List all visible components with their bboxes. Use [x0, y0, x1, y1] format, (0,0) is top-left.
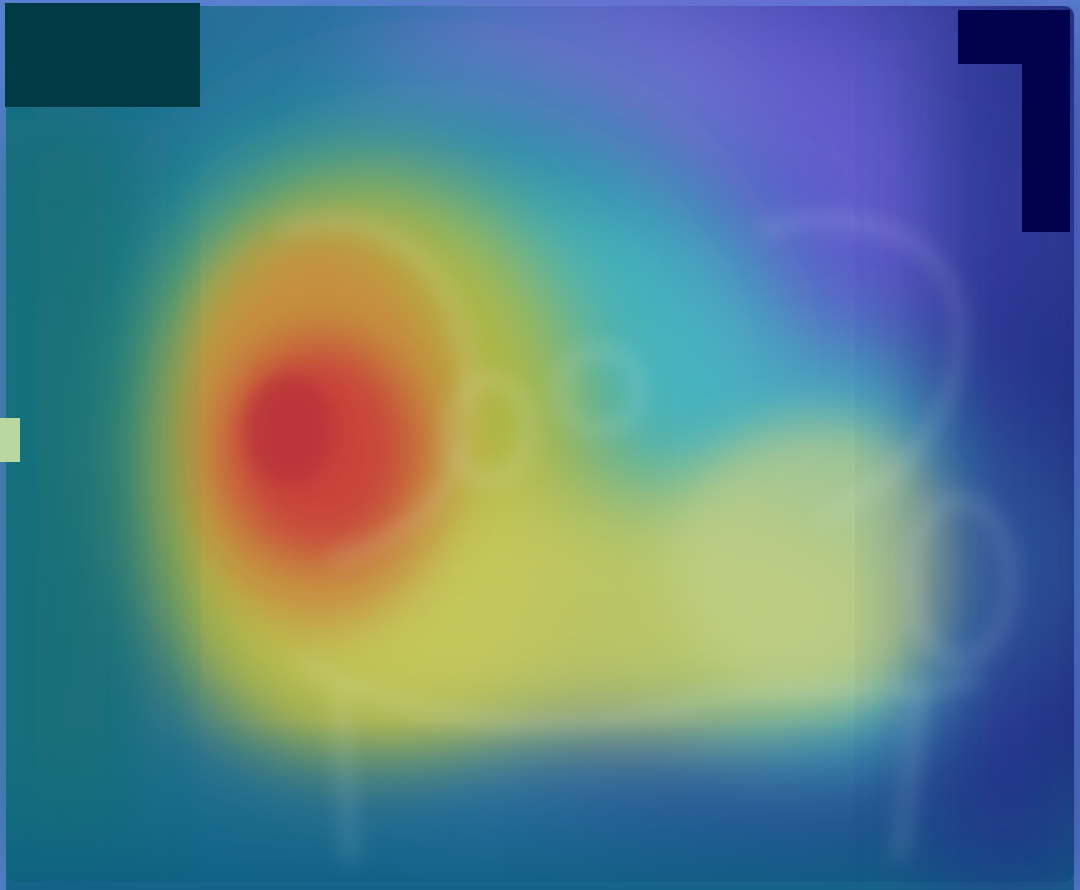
redaction-block-right-vertical [1022, 10, 1070, 232]
redaction-block-top-left [5, 3, 200, 107]
peak-activation-core [245, 375, 335, 485]
mid-high-activation-right [670, 420, 970, 700]
side-marker [0, 418, 20, 462]
